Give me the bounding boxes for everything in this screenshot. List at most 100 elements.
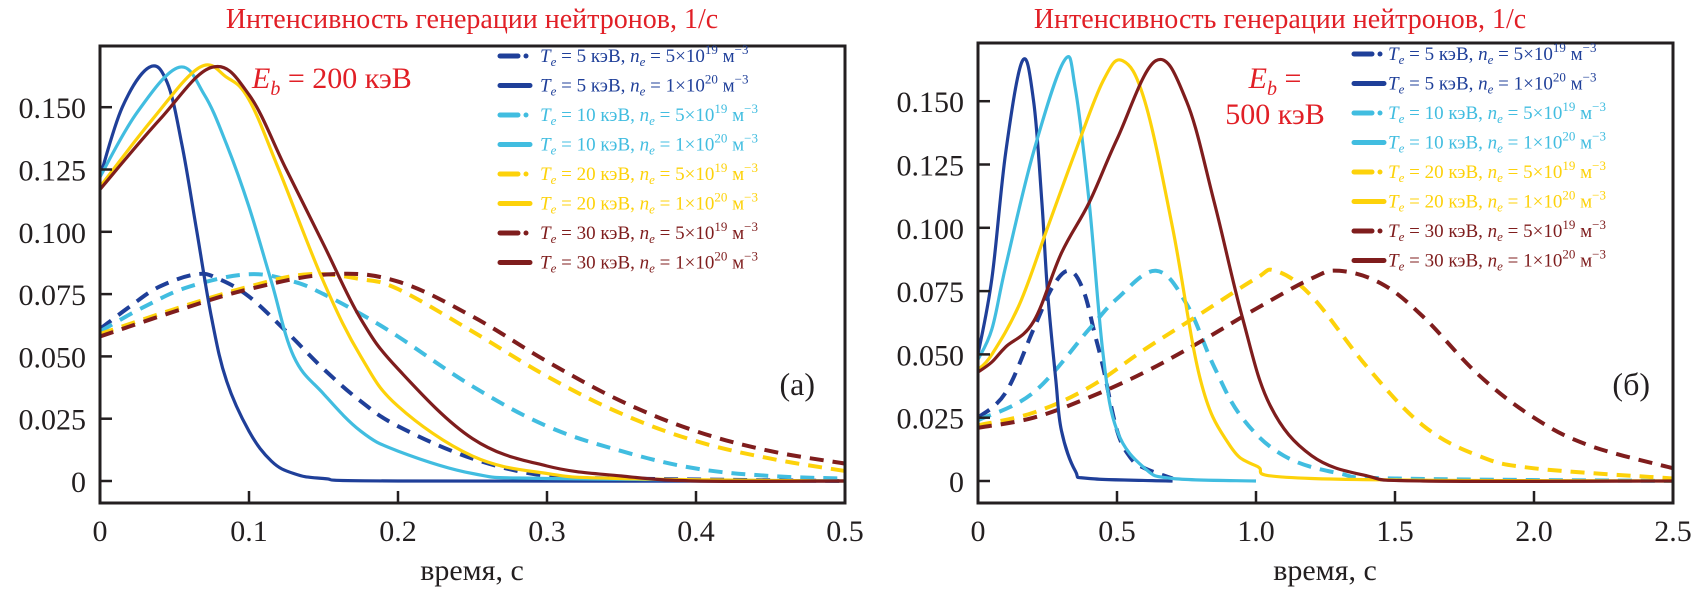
legend-swatch-dot <box>1377 51 1383 57</box>
legend-label-part: −3 <box>1592 129 1606 144</box>
axes-frame <box>98 44 847 505</box>
legend-entry: Te = 20 кэВ, ne = 5×1019 м−3 <box>497 160 758 187</box>
series-line-3 <box>978 55 1257 483</box>
series-line-7 <box>978 57 1673 483</box>
legend-label: Te = 5 кэВ, ne = 1×1020 м−3 <box>1388 70 1596 97</box>
ticks: 0 0.025 0.050 0.075 0.100 0.125 0.150 0 0.5 1.0 1.… <box>897 86 1692 548</box>
legend-label-part: = 5×10 <box>655 223 714 244</box>
legend-label-part: T <box>1388 162 1400 183</box>
legend-label-part: = 5×10 <box>655 164 714 185</box>
legend-label-part: = 20 кэВ, <box>1404 192 1487 213</box>
legend-label: Te = 10 кэВ, ne = 1×1020 м−3 <box>1388 129 1606 156</box>
series-line-6 <box>100 271 845 466</box>
legend-label-part: e <box>551 143 557 158</box>
legend-label-part: n <box>640 194 650 215</box>
legend-label-part: = 30 кэВ, <box>556 223 639 244</box>
legend-label-part: n <box>1478 44 1488 65</box>
series-line-2 <box>978 268 1673 483</box>
legend-entry: Te = 5 кэВ, ne = 5×1019 м−3 <box>1351 40 1596 67</box>
legend-label-part: e <box>1399 229 1405 244</box>
legend-label-part: −3 <box>1583 40 1597 55</box>
legend-entry: Te = 10 кэВ, ne = 5×1019 м−3 <box>497 101 758 128</box>
legend-label-part: n <box>640 135 650 156</box>
legend-label-part: м <box>727 223 744 244</box>
legend-label: Te = 5 кэВ, ne = 5×1019 м−3 <box>1388 40 1596 67</box>
legend-label-part: e <box>1488 52 1494 67</box>
legend-label-part: 20 <box>1562 129 1575 144</box>
legend-label-part: −3 <box>744 160 758 175</box>
legend-label-part: м <box>727 164 744 185</box>
y-tick-label: 0.075 <box>19 279 87 312</box>
legend-label: Te = 30 кэВ, ne = 5×1019 м−3 <box>1388 217 1606 244</box>
series-line-4 <box>100 271 845 473</box>
legend-entry: Te = 10 кэВ, ne = 5×1019 м−3 <box>1351 99 1606 126</box>
x-tick-label: 2.5 <box>1654 515 1692 548</box>
legend-label-part: e <box>551 202 557 217</box>
legend-label-part: −3 <box>744 101 758 116</box>
series-line-0 <box>978 268 1174 481</box>
y-tick-label: 0.125 <box>19 155 87 188</box>
legend: Te = 5 кэВ, ne = 5×1019 м−3 Te = 5 кэВ, n… <box>1351 40 1606 274</box>
legend-swatch-dot <box>523 171 529 177</box>
y-tick-label: 0.025 <box>19 404 87 437</box>
legend-label-part: −3 <box>744 190 758 205</box>
y-tick-label: 0.050 <box>897 339 965 372</box>
legend-label-part: T <box>540 46 552 67</box>
legend-label-part: e <box>649 172 655 187</box>
legend-label-part: = 5×10 <box>655 105 714 126</box>
legend-label-part: e <box>1399 170 1405 185</box>
legend-label: Te = 20 кэВ, ne = 5×1019 м−3 <box>1388 158 1606 185</box>
legend-label-part: м <box>1575 162 1592 183</box>
legend-entry: Te = 20 кэВ, ne = 1×1020 м−3 <box>497 190 758 217</box>
legend-label: Te = 20 кэВ, ne = 5×1019 м−3 <box>540 160 758 187</box>
legend-label-part: e <box>1399 259 1405 274</box>
series-line-4 <box>978 267 1673 481</box>
legend-label-part: = 30 кэВ, <box>556 253 639 274</box>
legend-label-part: = 10 кэВ, <box>556 135 639 156</box>
legend-label-part: 20 <box>714 190 727 205</box>
legend-label-part: −3 <box>744 131 758 146</box>
legend-label-part: T <box>1388 133 1400 154</box>
legend-label-part: = 1×10 <box>655 194 714 215</box>
legend-swatch-dot <box>1377 110 1383 116</box>
legend-label-part: e <box>1399 82 1405 97</box>
legend-label-part: n <box>1488 162 1498 183</box>
legend-label-part: м <box>1575 133 1592 154</box>
series-line-3 <box>100 65 845 483</box>
legend-label-part: T <box>540 76 552 97</box>
x-tick-label: 0 <box>971 515 986 548</box>
legend-label-part: = 5 кэВ, <box>556 46 630 67</box>
y-tick-label: 0.025 <box>897 403 965 436</box>
y-tick-label: 0 <box>949 466 964 499</box>
legend-label-part: = 20 кэВ, <box>556 164 639 185</box>
legend-label-part: = 1×10 <box>1503 251 1562 272</box>
legend-label-part: = 1×10 <box>1493 74 1552 95</box>
legend-label-part: T <box>540 223 552 244</box>
series-line-5 <box>100 63 845 483</box>
legend-label-part: = 30 кэВ, <box>1404 251 1487 272</box>
legend-swatch-dot <box>523 53 529 59</box>
legend-label-part: = 1×10 <box>655 253 714 274</box>
legend-label-part: T <box>1388 251 1400 272</box>
legend-label-part: T <box>540 135 552 156</box>
series-line-5 <box>978 58 1673 483</box>
legend-label-part: −3 <box>1592 99 1606 114</box>
panel-b: Интенсивность генерации нейтронов, 1/с 0… <box>897 4 1692 587</box>
y-tick-label: 0.050 <box>19 341 87 374</box>
annotation-rest: = <box>1277 62 1301 95</box>
legend-label-part: = 30 кэВ, <box>1404 221 1487 242</box>
legend-label-part: 19 <box>1562 158 1575 173</box>
series-line-0 <box>100 271 845 483</box>
legend-label-part: = 1×10 <box>655 135 714 156</box>
series-line-1 <box>100 64 845 483</box>
legend-entry: Te = 30 кэВ, ne = 5×1019 м−3 <box>1351 217 1606 244</box>
legend-label-part: м <box>718 76 735 97</box>
panel-a: Интенсивность генерации нейтронов, 1/с 0… <box>19 4 864 587</box>
legend: Te = 5 кэВ, ne = 5×1019 м−3Te = 5 кэВ, n… <box>497 42 758 276</box>
legend-label-part: e <box>1497 200 1503 215</box>
legend-label-part: м <box>1566 44 1583 65</box>
legend-label-part: e <box>1497 111 1503 126</box>
plot-area <box>978 55 1673 483</box>
legend-label-part: = 1×10 <box>645 76 704 97</box>
y-tick-label: 0.075 <box>897 276 965 309</box>
